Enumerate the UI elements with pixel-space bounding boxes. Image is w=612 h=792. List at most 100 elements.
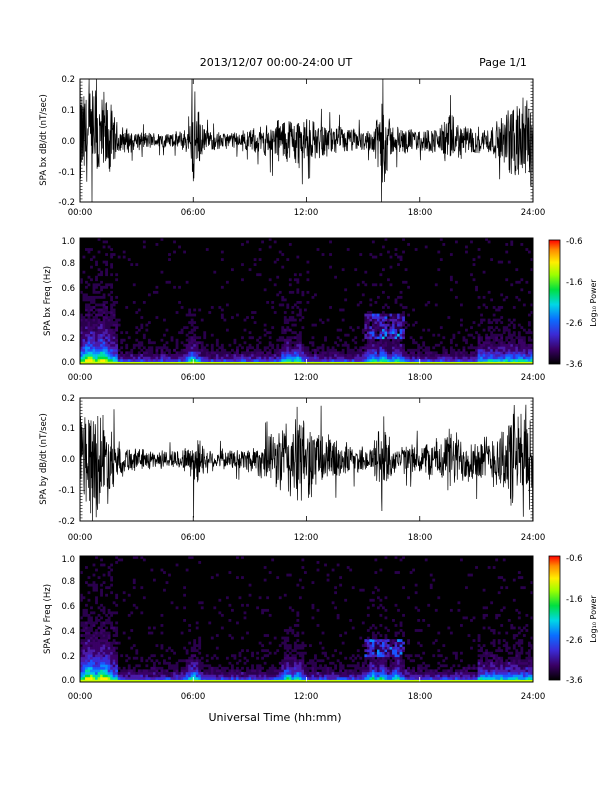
spectrogram-cell (392, 651, 395, 655)
spectrogram-cell (424, 676, 428, 680)
spectrogram-cell (286, 674, 290, 678)
spectrogram-cell (165, 346, 169, 350)
spectrogram-cell (376, 353, 380, 357)
spectrogram-cell (462, 669, 466, 673)
spectrogram-cell (525, 351, 529, 355)
spectrogram-cell (228, 671, 232, 675)
spectrogram-cell (82, 641, 86, 645)
spectrogram-cell (432, 346, 436, 350)
spectrogram-cell (492, 338, 496, 342)
spectrogram-cell (366, 333, 370, 337)
spectrogram-cell (183, 586, 186, 590)
spectrogram-cell (429, 353, 433, 357)
spectrogram-cell (180, 306, 184, 309)
spectrogram-cell (374, 326, 378, 330)
spectrogram-cell (361, 338, 365, 342)
spectrogram-cell (374, 651, 378, 655)
spectrogram-cell (163, 343, 166, 347)
spectrogram-cell (188, 348, 192, 352)
spectrogram-cell (326, 346, 330, 350)
spectrogram-cell (321, 659, 325, 663)
spectrogram-cell (449, 356, 453, 360)
spectrogram-cell (90, 278, 93, 282)
spectrogram-cell (397, 295, 400, 299)
spectrogram-cell (210, 358, 214, 362)
spectrogram-cell (525, 280, 529, 284)
spectrogram-cell (110, 321, 114, 324)
spectrogram-cell (490, 321, 494, 324)
spectrogram-cell (158, 671, 161, 675)
spectrogram-cell (175, 351, 179, 355)
spectrogram-cell (158, 666, 161, 670)
spectrogram-cell (233, 669, 237, 673)
spectrogram-cell (422, 671, 426, 675)
spectrogram-cell (173, 669, 176, 673)
spectrogram-cell (369, 659, 373, 663)
spectrogram-cell (107, 619, 111, 622)
spectrogram-cell (462, 353, 466, 357)
spectrogram-cell (387, 323, 390, 327)
spectrogram-cell (188, 659, 192, 663)
spectrogram-cell (334, 341, 337, 345)
spectrogram-cell (399, 351, 403, 355)
spectrogram-cell (281, 664, 285, 668)
spectrogram-cell (100, 654, 103, 658)
spectrogram-cell (371, 646, 375, 650)
spectrogram-cell (152, 674, 156, 678)
spectrogram-cell (95, 336, 98, 340)
spectrogram-cell (394, 639, 398, 642)
spectrogram-cell (351, 351, 355, 355)
x-ticks-by-dbdt: 00:00 06:00 12:00 18:00 24:00 (68, 533, 546, 543)
spectrogram-cell (336, 336, 340, 340)
spectrogram-cell (449, 358, 453, 362)
spectrogram-cell (140, 659, 144, 663)
spectrogram-cell (82, 336, 86, 340)
spectrogram-cell (397, 671, 400, 675)
spectrogram-cell (233, 353, 237, 357)
spectrogram-cell (110, 671, 114, 675)
spectrogram-cell (480, 318, 483, 322)
spectrogram-cell (384, 333, 388, 337)
spectrogram-cell (87, 331, 91, 335)
spectrogram-cell (457, 356, 461, 360)
spectrogram-cell (185, 343, 189, 347)
spectrogram-cell (303, 674, 307, 678)
spectrogram-cell (100, 624, 103, 627)
spectrogram-cell (384, 338, 388, 342)
spectrogram-cell (127, 669, 131, 673)
spectrogram-cell (155, 669, 159, 673)
spectrogram-cell (394, 556, 398, 559)
spectrogram-cell (142, 669, 146, 673)
spectrogram-cell (502, 346, 506, 350)
spectrogram-cell (387, 356, 390, 360)
spectrogram-cell (512, 356, 516, 360)
spectrogram-cell (495, 353, 499, 357)
spectrogram-cell (80, 639, 83, 642)
spectrogram-cell (470, 676, 473, 680)
spectrogram-cell (195, 656, 199, 660)
spectrogram-cell (241, 346, 244, 350)
spectrogram-cell (336, 659, 340, 663)
spectrogram-cell (361, 664, 365, 668)
spectrogram-cell (522, 336, 526, 340)
spectrogram-cell (296, 639, 300, 642)
spectrogram-cell (382, 245, 385, 249)
spectrogram-cell (409, 659, 413, 663)
spectrogram-cell (525, 651, 529, 655)
spectrogram-cell (220, 308, 224, 312)
spectrogram-cell (293, 278, 297, 282)
spectrogram-cell (298, 654, 302, 658)
spectrogram-cell (402, 674, 405, 678)
spectrogram-cell (268, 358, 272, 362)
spectrogram-cell (105, 651, 108, 655)
spectrogram-cell (276, 343, 280, 347)
spectrogram-cell (80, 346, 83, 350)
spectrogram-cell (296, 583, 300, 587)
spectrogram-cell (316, 561, 320, 564)
spectrogram-cell (379, 624, 383, 627)
spectrogram-cell (314, 348, 317, 352)
spectrogram-cell (183, 619, 186, 622)
spectrogram-cell (82, 671, 86, 675)
spectrogram-cell (155, 674, 159, 678)
spectrogram-cell (316, 608, 320, 612)
